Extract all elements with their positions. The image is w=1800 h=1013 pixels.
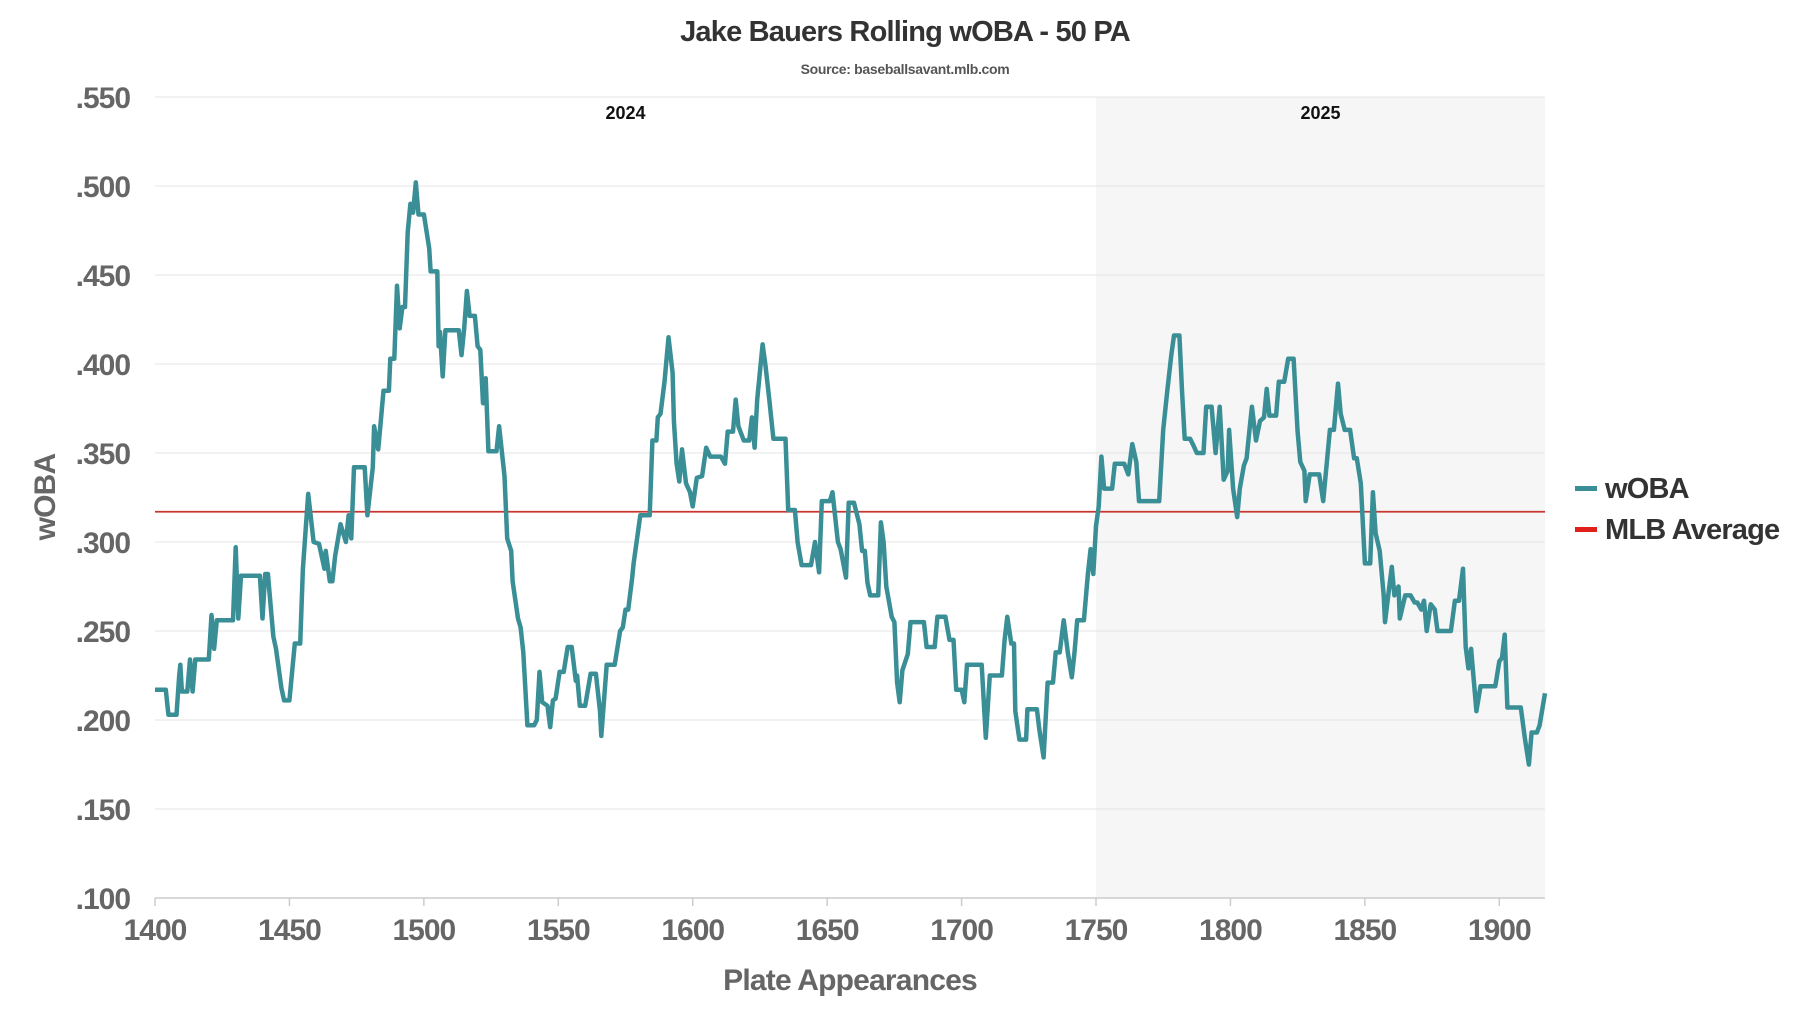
legend-label-woba: wOBA xyxy=(1604,473,1690,505)
x-tick-label: 1400 xyxy=(124,914,187,947)
season-labels: 2024 2025 xyxy=(605,103,1340,123)
y-tick-label: .250 xyxy=(76,616,131,649)
gridlines xyxy=(155,96,1545,899)
x-axis-ticks: 1400 1450 1500 1550 1600 1650 1700 1750 1800 1850… xyxy=(124,898,1532,947)
chart-title: Jake Bauers Rolling wOBA - 50 PA xyxy=(680,16,1131,48)
y-axis-ticks: .100 .150 .200 .250 .300 .350 .400 .450 .500 .550 xyxy=(76,82,132,916)
y-tick-label: .150 xyxy=(76,794,131,827)
y-tick-label: .400 xyxy=(76,349,131,382)
season-label-2024: 2024 xyxy=(605,103,645,123)
x-tick-label: 1450 xyxy=(258,914,321,947)
x-tick-label: 1750 xyxy=(1065,914,1128,947)
y-axis-title: wOBA xyxy=(29,453,62,541)
season-label-2025: 2025 xyxy=(1300,103,1340,123)
chart-subtitle: Source: baseballsavant.mlb.com xyxy=(801,61,1010,77)
x-tick-label: 1500 xyxy=(392,914,455,947)
woba-series-line xyxy=(155,180,1548,767)
y-tick-label: .350 xyxy=(76,438,131,471)
legend-swatch-woba xyxy=(1575,486,1597,491)
y-tick-label: .550 xyxy=(76,82,131,115)
x-tick-label: 1550 xyxy=(527,914,590,947)
x-tick-label: 1850 xyxy=(1333,914,1396,947)
x-tick-label: 1900 xyxy=(1468,914,1531,947)
legend-label-mlb-average: MLB Average xyxy=(1605,514,1780,546)
y-tick-label: .500 xyxy=(76,171,131,204)
y-tick-label: .100 xyxy=(76,883,131,916)
y-tick-label: .450 xyxy=(76,260,131,293)
y-tick-label: .200 xyxy=(76,705,131,738)
x-tick-label: 1600 xyxy=(661,914,724,947)
x-tick-label: 1800 xyxy=(1199,914,1262,947)
x-tick-label: 1700 xyxy=(930,914,993,947)
legend: wOBA MLB Average xyxy=(1575,473,1781,546)
x-axis-title: Plate Appearances xyxy=(723,964,977,997)
x-tick-label: 1650 xyxy=(796,914,859,947)
y-tick-label: .300 xyxy=(76,527,131,560)
legend-swatch-mlb-average xyxy=(1575,527,1597,532)
